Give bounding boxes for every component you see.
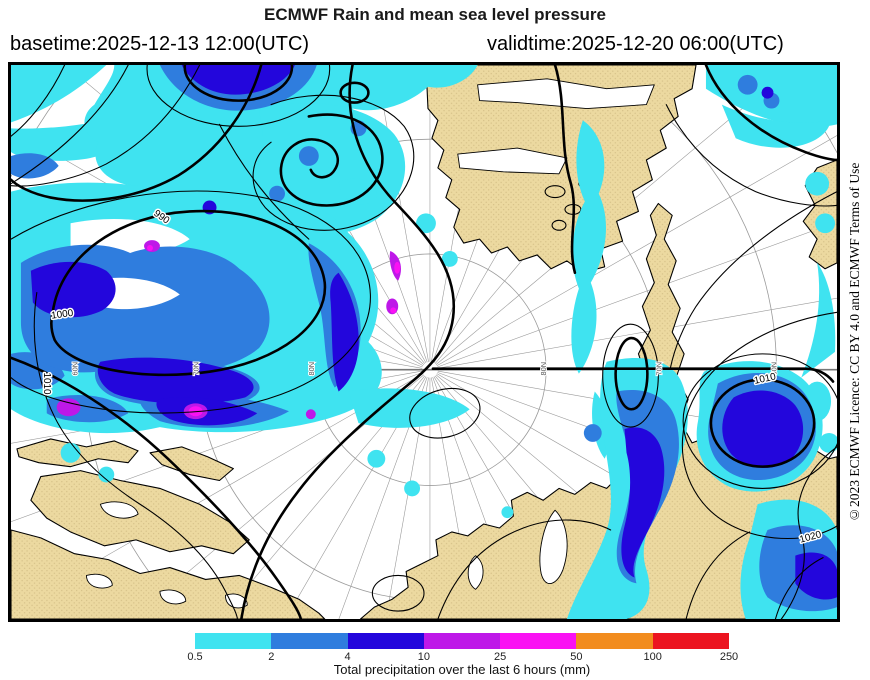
legend-tick: 100 xyxy=(643,651,662,663)
copyright-text: ©2023 ECMWF Licence: CC BY 4.0 and ECMWF… xyxy=(847,162,862,522)
legend-tick: 250 xyxy=(719,651,739,663)
isobar-label-1010-left: 1010 xyxy=(41,373,52,395)
graticule-label-60n-left: 60N xyxy=(71,362,80,376)
isobar-label-1000: 1000 xyxy=(51,308,75,322)
legend-segment xyxy=(271,633,348,649)
legend-tick: 0.5 xyxy=(187,651,203,663)
legend-segment xyxy=(195,633,272,649)
copyright-sidebar: ©2023 ECMWF Licence: CC BY 4.0 and ECMWF… xyxy=(842,62,868,622)
map-frame: 60N 70N 80N 80N 70N 60N 990 1000 1010 10… xyxy=(8,62,840,622)
legend-tick: 25 xyxy=(494,651,507,663)
legend-segment xyxy=(347,633,424,649)
legend-segment xyxy=(500,633,577,649)
validtime-label: validtime:2025-12-20 06:00(UTC) xyxy=(487,33,784,55)
legend-colorbar xyxy=(195,633,729,649)
legend-tick: 2 xyxy=(268,651,275,663)
precipitation-legend: 0.5 2 4 10 25 50 100 250 xyxy=(187,633,738,673)
graticule-label-70n-right: 70N xyxy=(654,362,663,376)
page-title: ECMWF Rain and mean sea level pressure xyxy=(263,5,606,24)
legend-tick: 10 xyxy=(417,651,430,663)
legend-tick: 50 xyxy=(570,651,583,663)
graticule-label-70n-left: 70N xyxy=(192,362,201,376)
legend-segment xyxy=(652,633,729,649)
weather-map: 60N 70N 80N 80N 70N 60N 990 1000 1010 10… xyxy=(11,65,837,619)
graticule-label-60n-right: 60N xyxy=(769,362,778,376)
legend-segment xyxy=(423,633,501,649)
legend-caption: Total precipitation over the last 6 hour… xyxy=(333,662,591,677)
graticule-label-80n-right: 80N xyxy=(539,362,548,376)
isobar-layer xyxy=(11,65,837,619)
precipitation-layer xyxy=(11,65,837,619)
graticule-label-80n-left: 80N xyxy=(307,362,316,376)
basetime-label: basetime:2025-12-13 12:00(UTC) xyxy=(10,33,310,55)
legend-segment xyxy=(576,633,653,649)
legend-tick: 4 xyxy=(344,651,351,663)
